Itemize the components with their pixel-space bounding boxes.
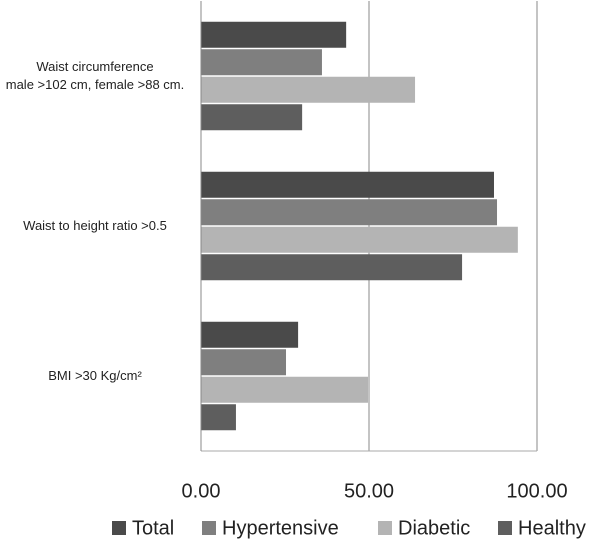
- bar: [201, 349, 287, 376]
- bar: [201, 21, 347, 48]
- legend-swatch: [378, 521, 392, 535]
- legend-swatch: [498, 521, 512, 535]
- bar: [201, 321, 299, 348]
- bar: [201, 104, 303, 131]
- x-tick-label: 100.00: [506, 480, 567, 502]
- legend-swatch: [112, 521, 126, 535]
- bar: [201, 49, 322, 76]
- legend-label: Hypertensive: [222, 517, 339, 539]
- x-tick-label: 50.00: [344, 480, 394, 502]
- y-tick-label: Waist to height ratio >0.5: [23, 218, 167, 233]
- x-tick-label: 0.00: [182, 480, 221, 502]
- y-tick-label: Waist circumference male >102 cm, female…: [5, 59, 185, 92]
- legend-swatch: [202, 521, 216, 535]
- bar: [201, 76, 416, 103]
- bar: [201, 226, 518, 253]
- bar: [201, 404, 236, 431]
- y-tick-label: BMI >30 Kg/cm²: [48, 368, 142, 383]
- legend-label: Diabetic: [398, 517, 470, 539]
- bar: [201, 199, 498, 226]
- legend-label: Total: [132, 517, 174, 539]
- legend-label: Healthy: [518, 517, 586, 539]
- bar: [201, 171, 494, 198]
- bar: [201, 376, 368, 403]
- bar: [201, 254, 463, 281]
